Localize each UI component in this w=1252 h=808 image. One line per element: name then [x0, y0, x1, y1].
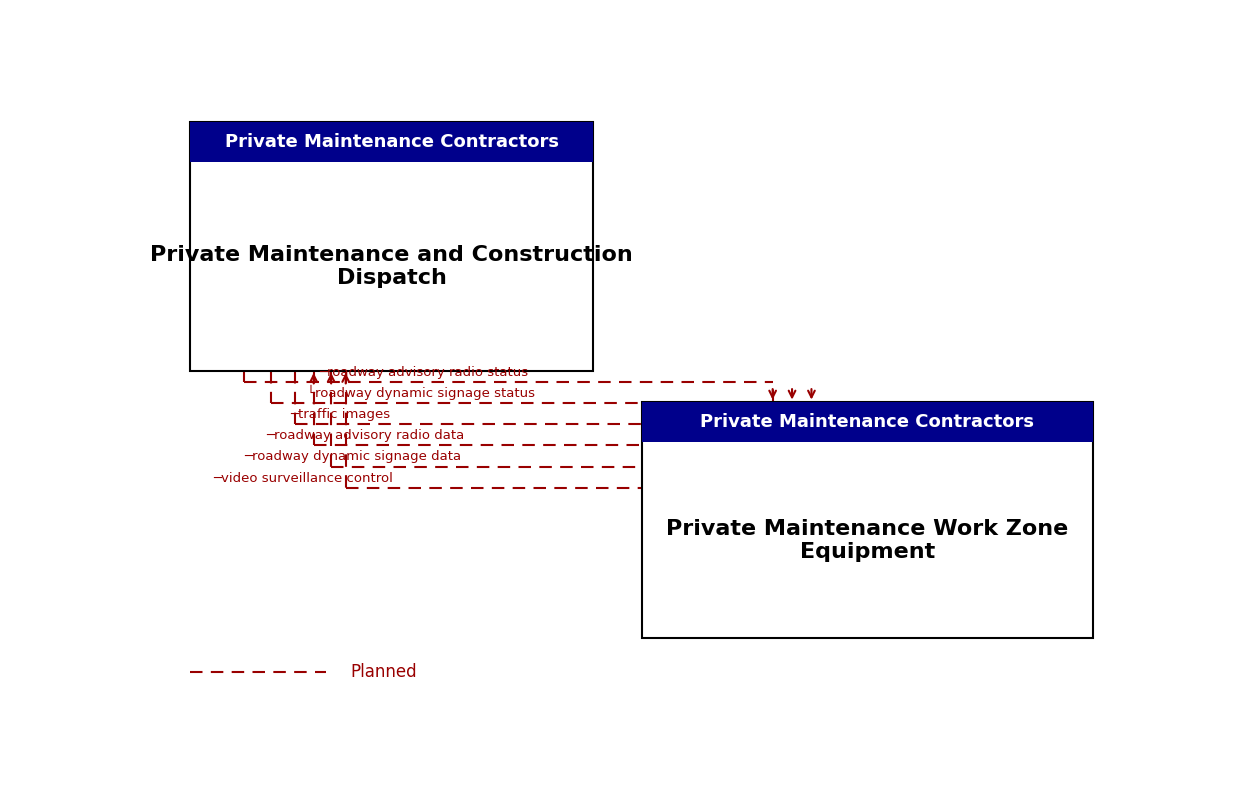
Bar — [190, 122, 593, 162]
Text: Private Maintenance and Construction
Dispatch: Private Maintenance and Construction Dis… — [150, 245, 634, 288]
Bar — [190, 122, 593, 371]
Text: ─traffic images: ─traffic images — [290, 408, 391, 421]
Text: ─roadway dynamic signage data: ─roadway dynamic signage data — [244, 450, 461, 464]
Text: ─roadway advisory radio data: ─roadway advisory radio data — [267, 429, 464, 442]
Text: └roadway dynamic signage status: └roadway dynamic signage status — [307, 385, 535, 400]
Text: Private Maintenance Contractors: Private Maintenance Contractors — [700, 413, 1034, 431]
Text: ─video surveillance control: ─video surveillance control — [213, 472, 393, 485]
Bar — [641, 402, 1093, 442]
Text: ─roadway advisory radio status: ─roadway advisory radio status — [319, 366, 528, 379]
Text: Private Maintenance Contractors: Private Maintenance Contractors — [225, 133, 558, 151]
Text: Private Maintenance Work Zone
Equipment: Private Maintenance Work Zone Equipment — [666, 519, 1068, 562]
Text: Planned: Planned — [351, 663, 417, 681]
Bar — [641, 402, 1093, 638]
